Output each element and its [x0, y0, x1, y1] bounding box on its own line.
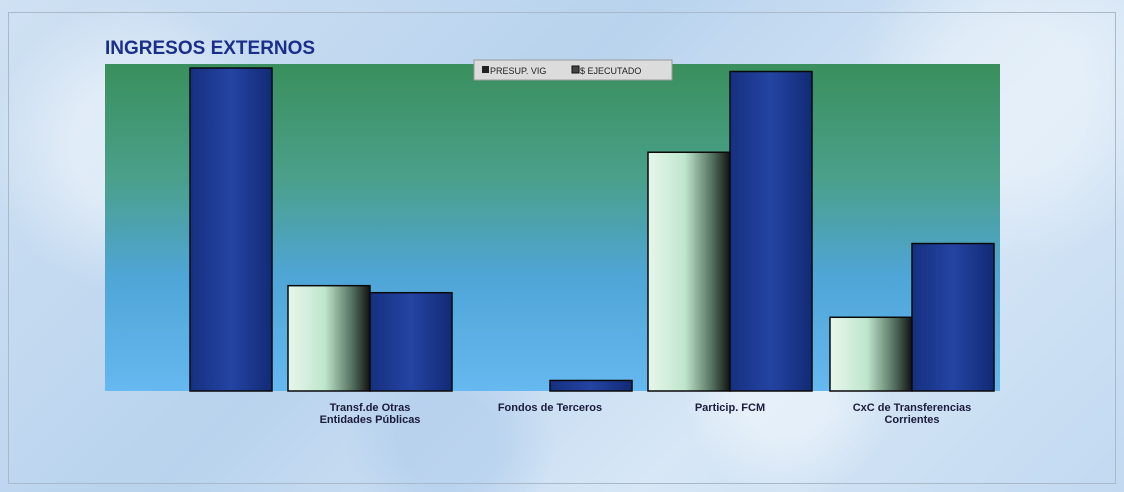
- chart-title: INGRESOS EXTERNOS: [105, 38, 315, 59]
- x-tick-label-4: CxC de Transferencias Corrientes: [853, 402, 972, 426]
- bar-presup-4: [829, 316, 913, 392]
- bar-presup-1: [287, 284, 371, 392]
- legend-label-ejecutado: $ EJECUTADO: [580, 66, 641, 76]
- bar-ejecutado-4: [911, 242, 995, 392]
- x-tick-label-2: Fondos de Terceros: [498, 402, 602, 414]
- x-tick-labels: Transf.de Otras Entidades Públicas Fondos …: [320, 402, 972, 426]
- legend-swatch-presup: [482, 66, 489, 73]
- bars-group: [189, 67, 995, 392]
- bar-ejecutado-1: [369, 291, 453, 392]
- bar-ejecutado-0: [189, 67, 273, 392]
- chart-panel: [8, 12, 1116, 484]
- bar-ejecutado-2: [549, 379, 633, 392]
- bar-ejecutado-3: [729, 70, 813, 392]
- bar-presup-3: [647, 151, 731, 392]
- x-tick-label-1: Transf.de Otras Entidades Públicas: [320, 402, 421, 426]
- x-tick-label-3: Particip. FCM: [695, 402, 765, 414]
- legend-label-presup: PRESUP. VIG: [490, 66, 546, 76]
- legend: PRESUP. VIG $ EJECUTADO: [473, 59, 673, 81]
- legend-swatch-ejecutado: [571, 65, 580, 74]
